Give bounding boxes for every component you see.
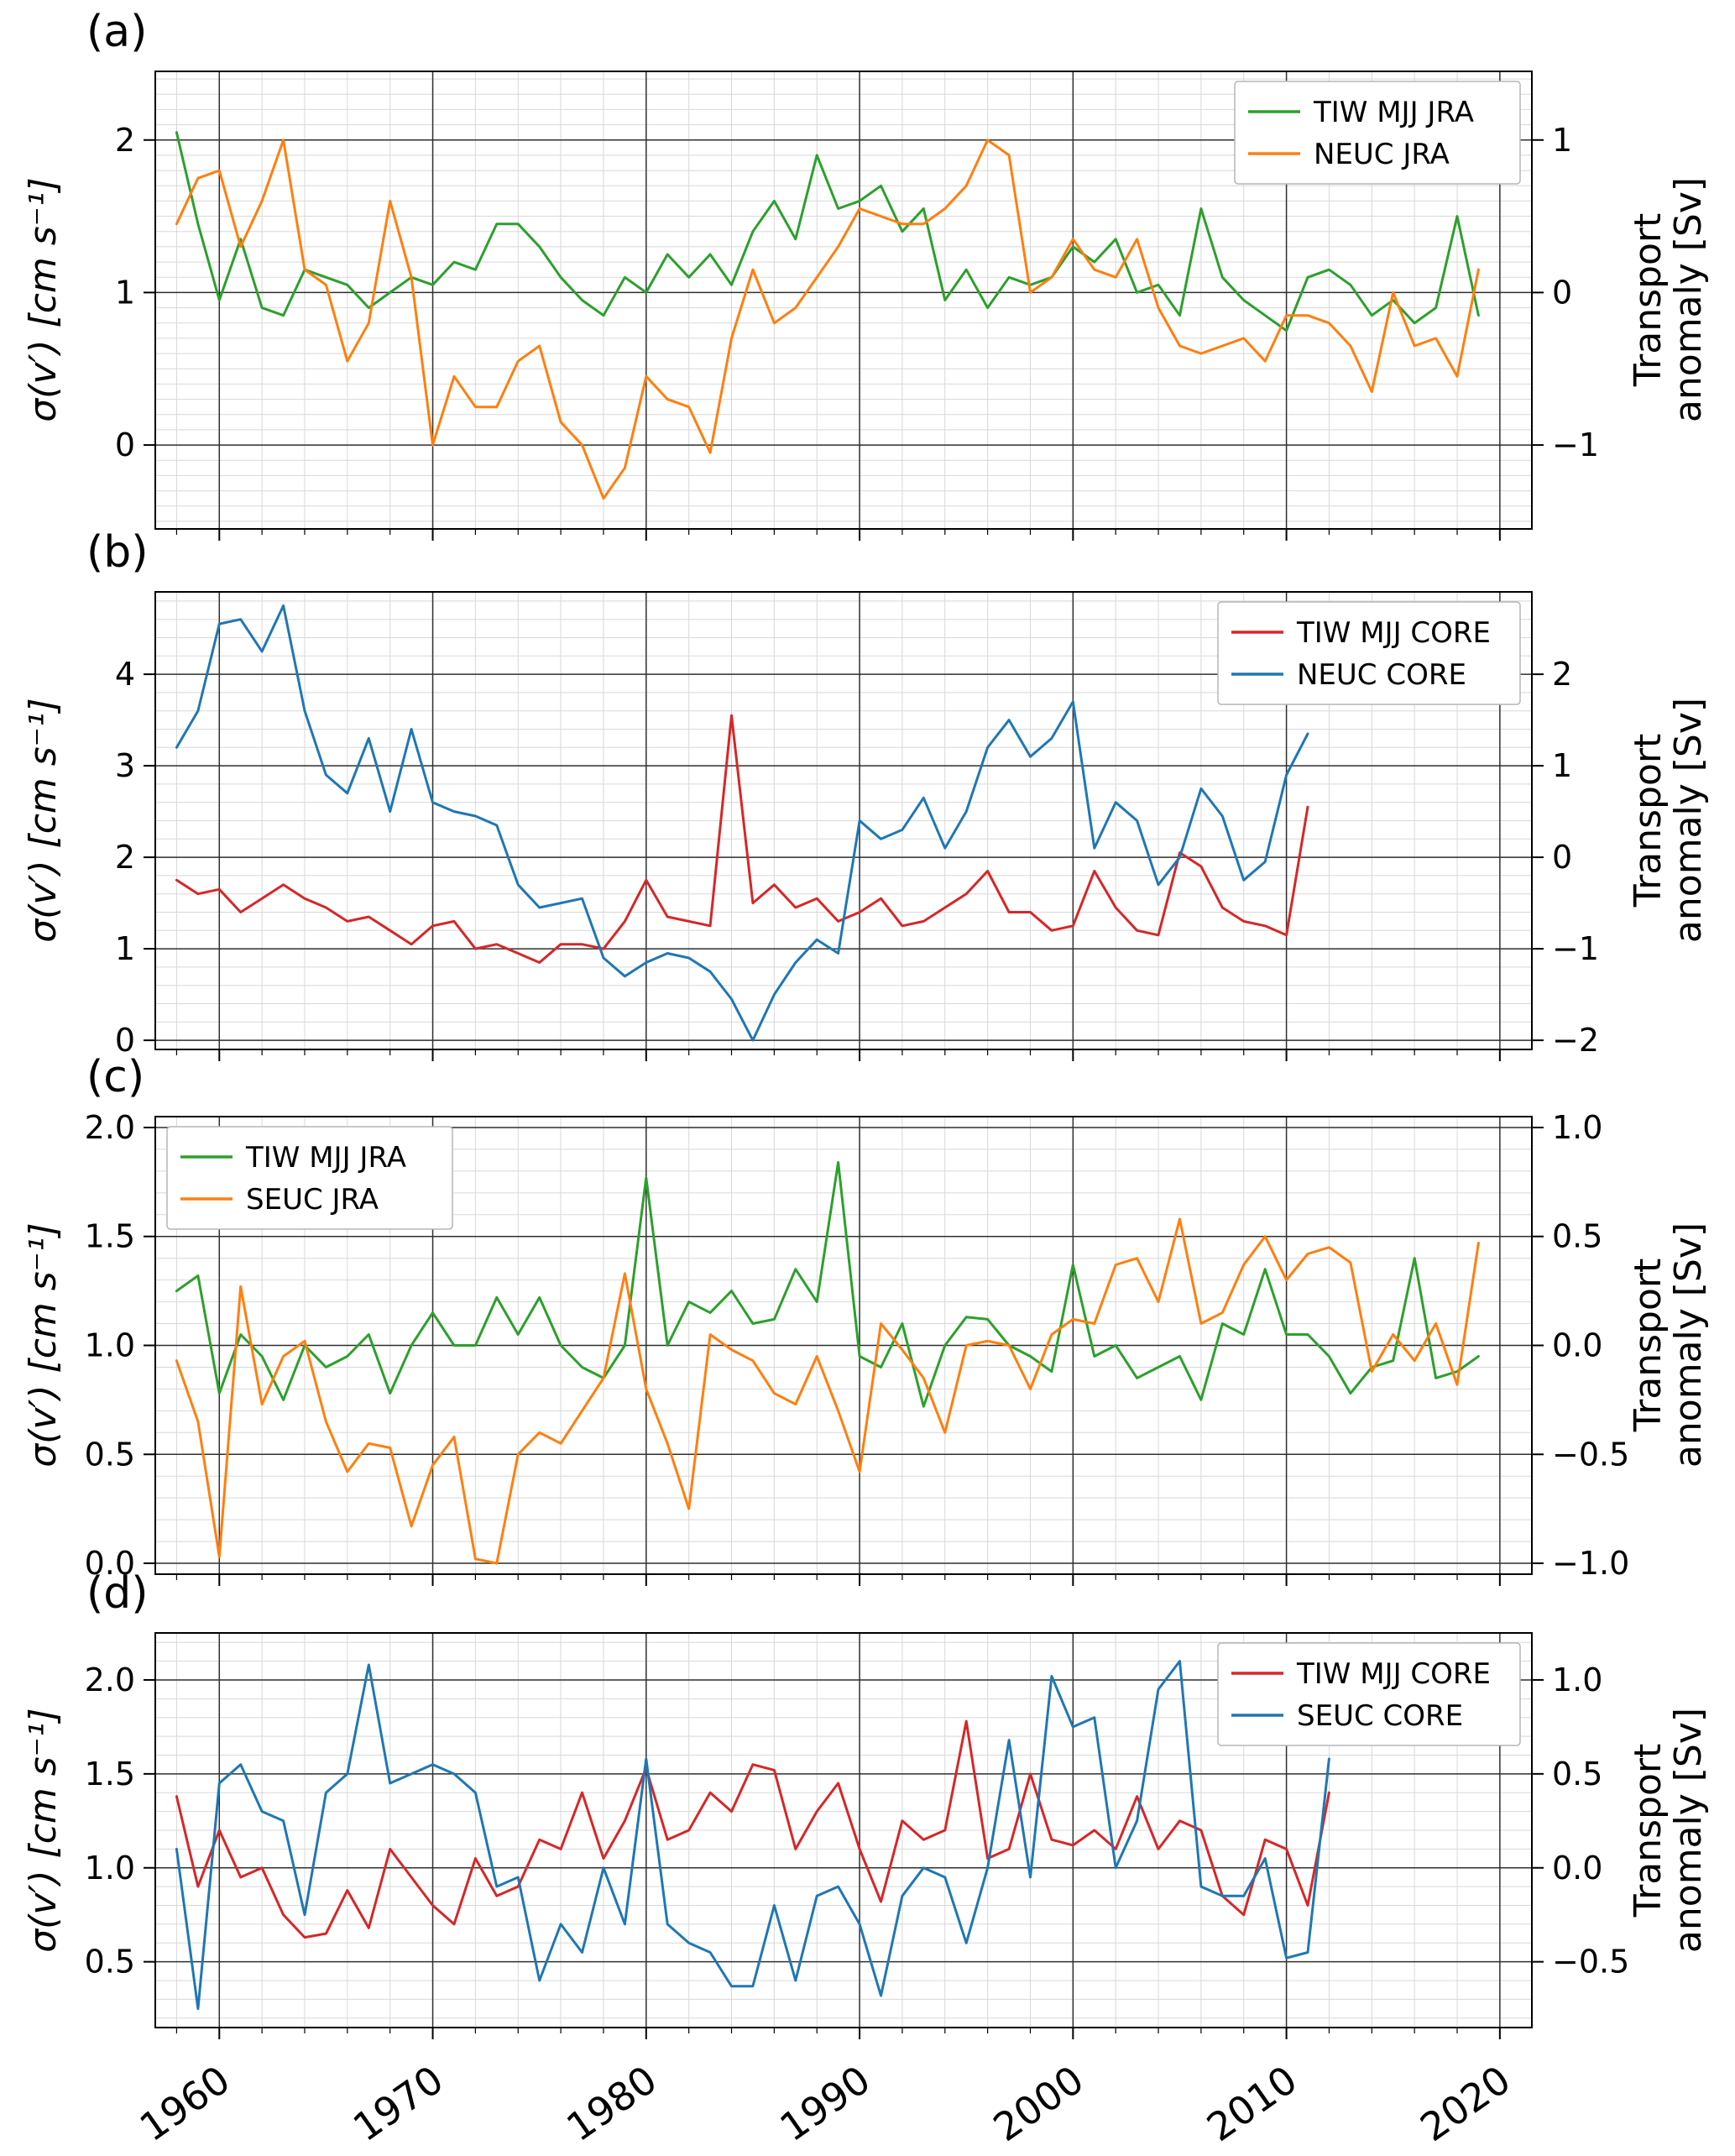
- x-tick-label: 1990: [772, 2057, 879, 2150]
- series-line-neuc-jra: [175, 139, 1480, 500]
- left-tick-label: 2.0: [85, 1661, 135, 1698]
- left-tick-label: 1.5: [85, 1756, 135, 1792]
- legend-d: TIW MJJ CORE SEUC CORE: [1217, 1642, 1521, 1746]
- right-tick-label: 1: [1552, 747, 1572, 784]
- panel-b: 0 1 2 3 4 −2 −1 0 1 2 TIW MJJ CORE NEUC CORE: [115, 591, 1599, 1061]
- left-tick-label: 3: [115, 747, 135, 784]
- series-line-tiw-mjj-jra: [175, 131, 1480, 332]
- left-tick-label: 1.5: [85, 1218, 135, 1255]
- right-tick-label: 1.0: [1552, 1109, 1602, 1146]
- panel-d-right-axis-title-line2: anomaly [Sv]: [1667, 1707, 1710, 1954]
- x-tick-label: 2020: [1412, 2057, 1518, 2150]
- right-tick-label: −0.5: [1552, 1944, 1629, 1981]
- panel-d-right-axis-title: Transport anomaly [Sv]: [1627, 1578, 1710, 2082]
- panel-b-label: (b): [86, 527, 149, 578]
- panel-d-left-axis-title: σ(v′) [cm s⁻¹]: [22, 1708, 65, 1953]
- right-tick-label: 0.0: [1552, 1850, 1602, 1886]
- legend-label-seuc-jra: SEUC JRA: [246, 1183, 379, 1217]
- legend-box: [1217, 1642, 1521, 1746]
- plot-frame: [154, 591, 1533, 1050]
- legend-b: TIW MJJ CORE NEUC CORE: [1217, 601, 1521, 705]
- right-tick-label: 0.5: [1552, 1756, 1602, 1792]
- panel-a-right-axis-title-line2: anomaly [Sv]: [1667, 176, 1710, 423]
- right-tick-label: 0.0: [1552, 1327, 1602, 1364]
- x-tick-label: 1980: [558, 2057, 665, 2150]
- x-tick-label: 1970: [345, 2057, 452, 2150]
- series-line-seuc-jra: [175, 1217, 1480, 1565]
- series-line-tiw-mjj-core: [175, 1719, 1330, 1939]
- left-tick-label: 0.5: [85, 1436, 135, 1473]
- x-tick-label: 2000: [985, 2057, 1092, 2150]
- left-tick-label: 1.0: [85, 1850, 135, 1886]
- right-tick-label: 0.5: [1552, 1218, 1602, 1255]
- right-tick-label: −0.5: [1552, 1436, 1629, 1473]
- left-tick-label: 0: [115, 426, 135, 463]
- right-tick-label: 0: [1552, 839, 1572, 876]
- panel-c-left-axis-title: σ(v′) [cm s⁻¹]: [22, 1222, 65, 1468]
- legend-a: TIW MJJ JRA NEUC JRA: [1234, 81, 1521, 185]
- left-tick-label: 2: [115, 839, 135, 876]
- legend-label-tiw-mjj-jra: TIW MJJ JRA: [245, 1141, 406, 1175]
- legend-label-neuc-jra: NEUC JRA: [1314, 138, 1450, 171]
- legend-label-tiw-mjj-core: TIW MJJ CORE: [1296, 1657, 1491, 1691]
- legend-box: [1217, 601, 1521, 705]
- series-line-tiw-mjj-core: [175, 714, 1309, 964]
- right-tick-label: 1: [1552, 122, 1572, 159]
- x-tick-label: 2010: [1199, 2057, 1305, 2150]
- left-tick-label: 1: [115, 274, 135, 311]
- panel-c-right-axis-title-line1: Transport: [1627, 1258, 1670, 1432]
- x-tick-label: 1960: [132, 2057, 238, 2150]
- panel-c-right-axis-title-line2: anomaly [Sv]: [1667, 1222, 1710, 1468]
- panel-d-right-axis-title-line1: Transport: [1627, 1743, 1670, 1918]
- panel-d: 0.5 1.0 1.5 2.0 −0.5 0.0 0.5 1.0 1960 1970 1980 199…: [85, 1632, 1629, 2150]
- left-tick-label: 4: [115, 656, 135, 693]
- right-tick-label: −1.0: [1552, 1545, 1629, 1582]
- panel-a: 0 1 2 −1 0 1 TIW MJJ JRA NEUC JRA: [115, 71, 1599, 541]
- left-tick-label: 1: [115, 930, 135, 967]
- right-tick-label: −1: [1552, 426, 1599, 463]
- legend-box: [1234, 81, 1521, 185]
- left-tick-label: 0: [115, 1022, 135, 1059]
- panel-b-right-axis-title-line1: Transport: [1627, 733, 1670, 908]
- panel-a-right-axis-title-line1: Transport: [1627, 212, 1670, 387]
- left-tick-label: 2: [115, 122, 135, 159]
- right-tick-label: −1: [1552, 930, 1599, 967]
- right-tick-label: −2: [1552, 1022, 1599, 1059]
- panel-c-right-axis-title: Transport anomaly [Sv]: [1627, 1093, 1710, 1597]
- left-tick-label: 0.0: [85, 1545, 135, 1582]
- right-tick-label: 2: [1552, 656, 1572, 693]
- panel-c: 0.0 0.5 1.0 1.5 2.0 −1.0 −0.5 0.0 0.5 1.0 TIW MJJ …: [85, 1109, 1629, 1586]
- legend-label-tiw-mjj-core: TIW MJJ CORE: [1296, 616, 1491, 650]
- legend-c: TIW MJJ JRA SEUC JRA: [166, 1126, 453, 1230]
- series-line-seuc-core: [175, 1660, 1330, 2011]
- panel-b-right-axis-title: Transport anomaly [Sv]: [1627, 568, 1710, 1072]
- panel-b-left-axis-title: σ(v′) [cm s⁻¹]: [22, 698, 65, 943]
- plot-frame: [154, 1632, 1533, 2028]
- panel-d-label: (d): [86, 1568, 149, 1619]
- legend-box: [166, 1126, 453, 1230]
- right-tick-label: 0: [1552, 274, 1572, 311]
- panel-a-label: (a): [86, 7, 148, 57]
- left-tick-label: 1.0: [85, 1327, 135, 1364]
- panel-b-right-axis-title-line2: anomaly [Sv]: [1667, 697, 1710, 944]
- right-tick-label: 1.0: [1552, 1661, 1602, 1698]
- legend-label-seuc-core: SEUC CORE: [1297, 1699, 1463, 1733]
- panel-a-left-axis-title: σ(v′) [cm s⁻¹]: [22, 177, 65, 422]
- panel-c-label: (c): [86, 1052, 145, 1102]
- series-line-tiw-mjj-jra: [175, 1161, 1480, 1408]
- series-line-neuc-core: [175, 604, 1309, 1042]
- plot-frame: [154, 71, 1533, 530]
- legend-label-tiw-mjj-jra: TIW MJJ JRA: [1313, 96, 1474, 129]
- left-tick-label: 2.0: [85, 1109, 135, 1146]
- legend-label-neuc-core: NEUC CORE: [1297, 658, 1466, 692]
- panel-a-right-axis-title: Transport anomaly [Sv]: [1627, 48, 1710, 552]
- left-tick-label: 0.5: [85, 1944, 135, 1981]
